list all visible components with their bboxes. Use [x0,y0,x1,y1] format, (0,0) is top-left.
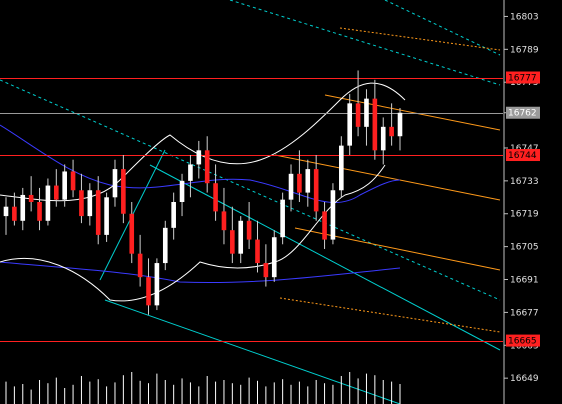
horizontal-levels [0,78,503,342]
candle-body [322,211,327,240]
price-tag-label: 16777 [508,74,537,84]
candle-body [121,169,126,214]
candle-body [238,220,244,254]
orange-channel-line-3 [294,227,501,271]
candle-body [288,173,294,200]
candle-body [62,171,67,200]
candle-body [12,206,17,221]
y-tick-label: 16705 [510,243,539,253]
volume-bars [5,372,401,404]
orange-channel-line-2 [274,154,501,201]
candle-body [137,253,143,278]
candle-body [297,173,302,193]
price-tag-label: 16665 [508,337,537,347]
bollinger-lower-band [0,164,386,302]
candle-body [154,263,160,306]
cyan-channel-line-1 [0,79,501,301]
candle-body [364,98,369,127]
candle-body [255,239,260,264]
candle-body [263,263,269,278]
blue-moving-average-low [0,261,401,284]
candle-body [246,220,252,240]
y-tick-label: 16733 [510,177,539,187]
orange-dotted-line-2 [279,297,501,333]
candle-body [330,190,336,240]
candle-body [171,202,176,228]
price-tag-16777 [506,71,540,84]
candle-body [112,169,118,198]
price-tag-label: 16762 [508,109,537,119]
y-tick-label: 16747 [510,144,539,154]
candle-body [70,171,76,191]
orange-dotted-line-1 [339,27,501,51]
candlesticks [3,70,403,315]
cyan-channel-line-5 [104,299,401,404]
price-tag-16744 [506,149,540,162]
candle-body [313,169,319,212]
candle-body [389,126,394,137]
candle-body [380,126,386,151]
candle-body [37,202,42,221]
candle-body [221,211,227,231]
candle-body [179,180,185,202]
price-tags: 16777 16762 16744 16665 [506,71,540,347]
y-tick-label: 16649 [510,374,539,384]
candle-body [95,190,101,235]
cyan-channel-line-4 [149,164,501,351]
candle-body [196,150,202,165]
candle-body [230,230,235,254]
candle-body [372,98,378,151]
candle-body [20,194,26,221]
y-tick-label: 16719 [510,210,539,220]
y-tick-label: 16803 [510,12,539,22]
y-tick-label: 16789 [510,45,539,55]
candle-body [188,164,193,181]
candle-body [28,194,34,202]
cyan-channel-line-2 [229,0,501,86]
price-tag-16762 [506,106,540,119]
candle-body [3,206,9,217]
orange-channel-line-1 [324,94,501,131]
candle-body [104,197,109,235]
candle-body [339,145,344,191]
candle-body [129,213,135,254]
y-tick-label: 16691 [510,276,539,286]
candle-body [45,185,51,221]
blue-moving-average [0,124,401,203]
candle-body [53,185,59,200]
candle-body [87,190,93,217]
candle-body [204,150,210,184]
price-tag-16665 [506,334,540,347]
candle-body [347,103,353,146]
candle-body [397,112,403,137]
candle-body [213,183,218,212]
candle-body [162,227,168,264]
candle-body [79,190,84,217]
y-tick-label: 16677 [510,308,539,318]
candle-body [305,169,311,193]
candle-body [355,103,361,127]
candle-body [280,199,285,238]
candle-body [271,237,277,278]
candle-body [146,277,151,306]
price-tag-label: 16744 [508,151,537,161]
